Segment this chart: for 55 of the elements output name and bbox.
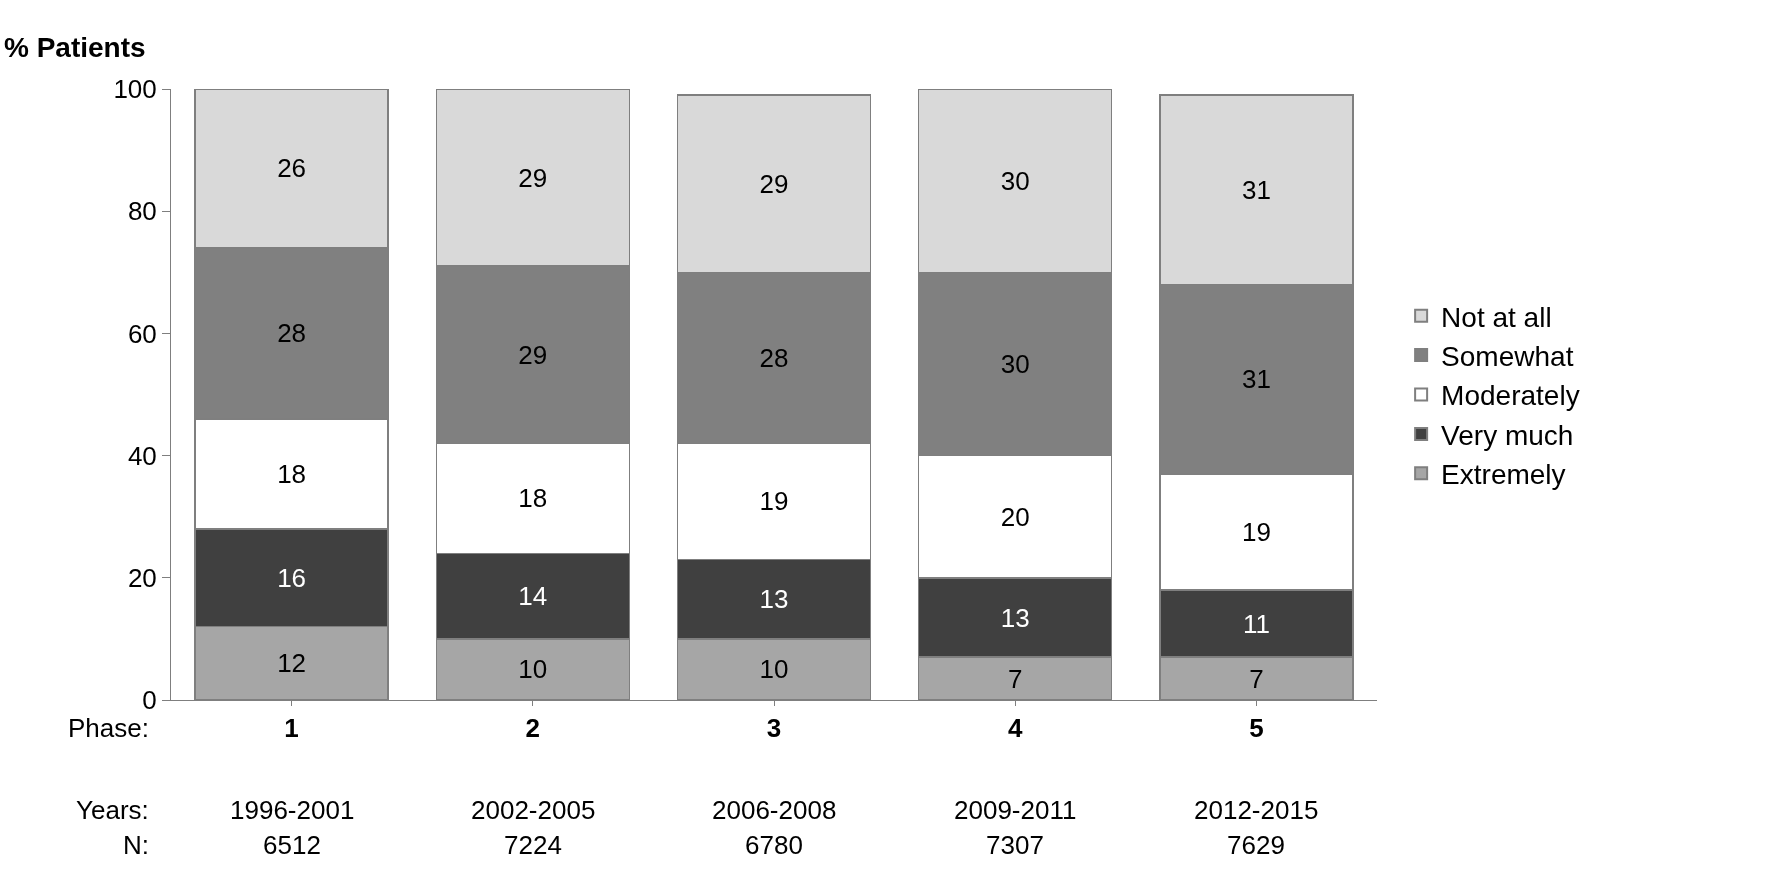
y-tick-label: 0 bbox=[142, 685, 157, 716]
data-label: 29 bbox=[759, 168, 789, 199]
legend-label: Very much bbox=[1441, 419, 1574, 451]
legend-label: Extremely bbox=[1441, 459, 1566, 491]
data-label: 14 bbox=[518, 581, 548, 612]
y-tick-label: 100 bbox=[113, 74, 157, 105]
data-label: 29 bbox=[518, 339, 548, 370]
text: Phase: bbox=[68, 713, 149, 743]
data-label: 19 bbox=[1241, 516, 1271, 547]
text: N: bbox=[123, 830, 149, 860]
data-label: 29 bbox=[518, 162, 548, 193]
text: 7224 bbox=[504, 830, 562, 860]
y-tick-label: 40 bbox=[127, 440, 157, 471]
data-label: 26 bbox=[277, 153, 307, 184]
data-label: 30 bbox=[1000, 165, 1030, 196]
text: 6780 bbox=[745, 830, 803, 860]
data-label: 7 bbox=[1007, 663, 1023, 694]
data-label: 28 bbox=[277, 318, 307, 349]
data-label: 12 bbox=[277, 648, 307, 679]
text: 2009-2011 bbox=[954, 795, 1077, 825]
y-tick-label: 60 bbox=[127, 318, 157, 349]
text: 2012-2015 bbox=[1194, 795, 1319, 825]
legend-label: Not at all bbox=[1441, 301, 1552, 333]
data-label: 7 bbox=[1249, 663, 1264, 694]
data-label: 20 bbox=[1000, 501, 1030, 532]
y-tick-label: 20 bbox=[127, 562, 157, 593]
data-label: 13 bbox=[759, 584, 789, 615]
text: 2002-2005 bbox=[471, 795, 596, 825]
data-label: 10 bbox=[518, 654, 548, 685]
data-label: 31 bbox=[1241, 364, 1271, 395]
text: 6512 bbox=[263, 830, 321, 860]
data-label: 30 bbox=[1000, 348, 1030, 379]
y-tick-label: 80 bbox=[127, 196, 157, 227]
text: 1996-2001 bbox=[230, 795, 355, 825]
x-tick-label: 5 bbox=[1249, 713, 1264, 744]
data-label: 28 bbox=[759, 342, 789, 373]
legend-label: Moderately bbox=[1441, 380, 1580, 412]
data-label: 18 bbox=[277, 458, 307, 489]
text: 7629 bbox=[1227, 830, 1285, 860]
data-label: 13 bbox=[1000, 602, 1030, 633]
text: 7307 bbox=[986, 830, 1044, 860]
x-tick-label: 4 bbox=[1007, 713, 1023, 744]
data-label: 19 bbox=[759, 486, 789, 517]
text: Years: bbox=[76, 795, 149, 825]
legend-label: Somewhat bbox=[1441, 341, 1574, 373]
data-label: 18 bbox=[518, 483, 548, 514]
data-label: 10 bbox=[759, 654, 789, 685]
x-tick-label: 1 bbox=[284, 713, 299, 744]
data-label: 16 bbox=[277, 562, 307, 593]
y-axis-title: % Patients bbox=[4, 32, 146, 63]
data-label: 11 bbox=[1242, 608, 1270, 639]
data-label: 31 bbox=[1241, 174, 1271, 205]
x-tick-label: 2 bbox=[525, 713, 541, 744]
text: 2006-2008 bbox=[712, 795, 837, 825]
x-tick-label: 3 bbox=[766, 713, 782, 744]
